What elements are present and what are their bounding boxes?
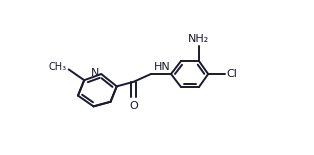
Text: HN: HN: [154, 62, 171, 72]
Text: CH₃: CH₃: [48, 62, 66, 72]
Text: N: N: [91, 68, 100, 78]
Text: O: O: [129, 101, 138, 111]
Text: NH₂: NH₂: [188, 34, 209, 44]
Text: Cl: Cl: [227, 69, 238, 79]
